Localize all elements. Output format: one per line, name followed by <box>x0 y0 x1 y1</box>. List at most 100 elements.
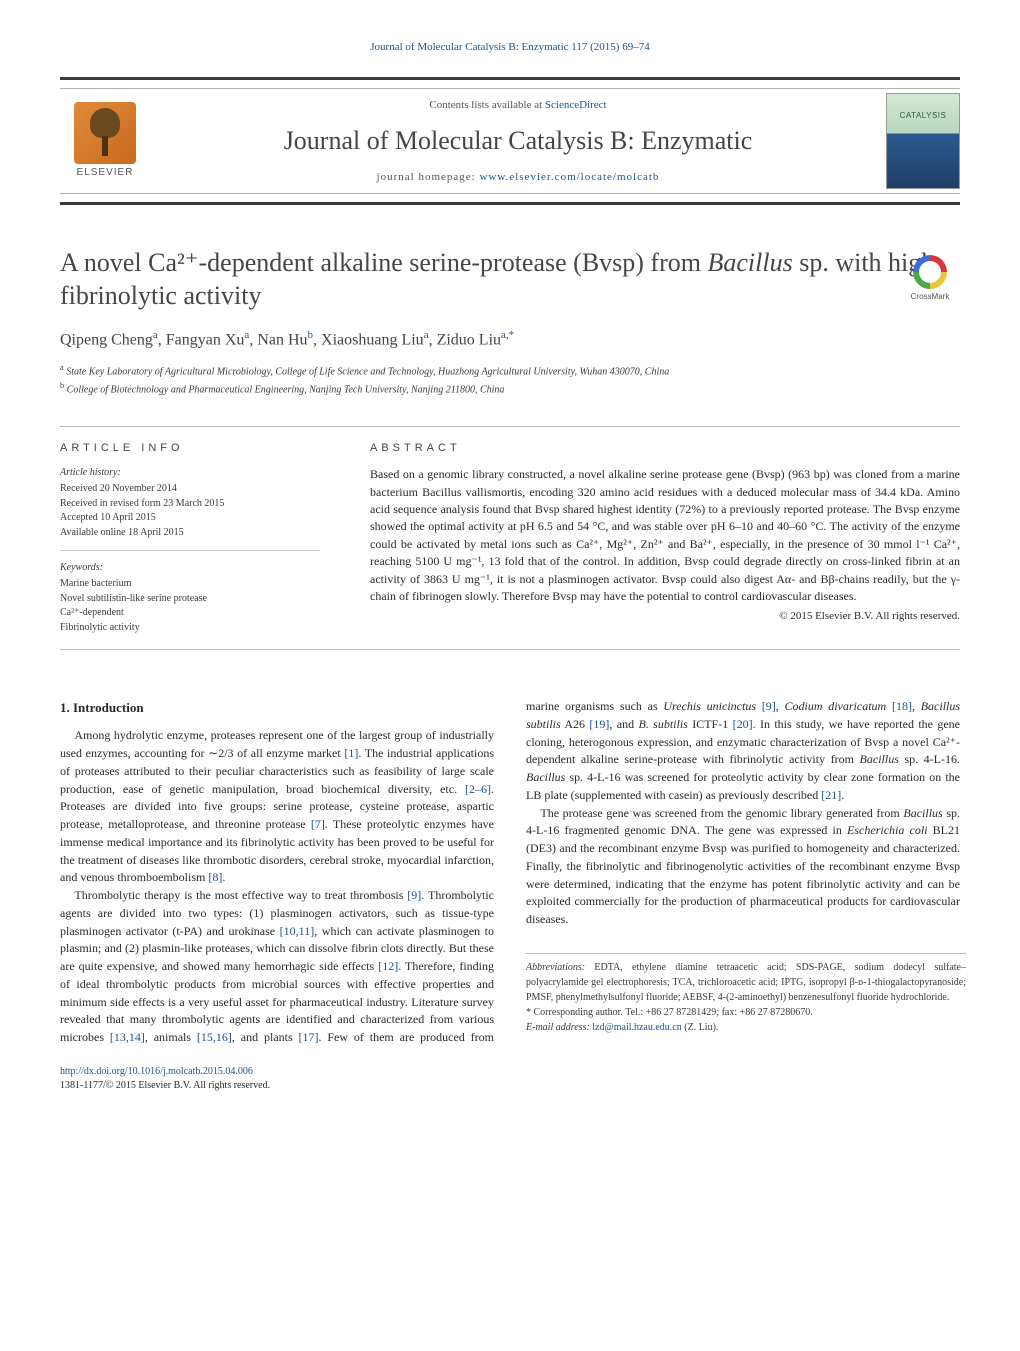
t: A26 <box>561 717 590 731</box>
article-title: A novel Ca²⁺-dependent alkaline serine-p… <box>60 247 960 312</box>
species: Codium divaricatum <box>784 699 886 713</box>
corresponding-email-link[interactable]: lzd@mail.hzau.edu.cn <box>592 1022 681 1033</box>
affiliation-a: State Key Laboratory of Agricultural Mic… <box>66 366 669 377</box>
intro-para-3: The protease gene was screened from the … <box>526 805 960 929</box>
ref-1[interactable]: [1] <box>344 746 358 760</box>
ref-8[interactable]: [8] <box>208 870 222 884</box>
t: . <box>222 870 225 884</box>
ref-12[interactable]: [12] <box>378 959 398 973</box>
journal-name: Journal of Molecular Catalysis B: Enzyma… <box>150 123 886 159</box>
doi-link[interactable]: http://dx.doi.org/10.1016/j.molcatb.2015… <box>60 1066 253 1077</box>
journal-header: ELSEVIER Contents lists available at Sci… <box>60 77 960 205</box>
genus: Bacillus <box>526 770 565 784</box>
genus: Bacillus <box>903 806 942 820</box>
t: , animals <box>145 1030 197 1044</box>
author-2-aff: a <box>244 329 249 341</box>
species: Urechis unicinctus <box>663 699 756 713</box>
history-online: Available online 18 April 2015 <box>60 526 320 541</box>
article-info-heading: article info <box>60 441 320 456</box>
ref-7[interactable]: [7] <box>311 817 325 831</box>
journal-citation-top: Journal of Molecular Catalysis B: Enzyma… <box>60 40 960 55</box>
article-info-sidebar: article info Article history: Received 2… <box>60 441 320 635</box>
elsevier-wordmark: ELSEVIER <box>77 166 134 180</box>
ref-9[interactable]: [9] <box>407 888 421 902</box>
issn-copyright: 1381-1177/© 2015 Elsevier B.V. All right… <box>60 1080 270 1091</box>
corresponding-label: * Corresponding author. <box>526 1007 625 1018</box>
abbrev-label: Abbreviations: <box>526 962 585 973</box>
t: , and <box>609 717 638 731</box>
author-2: Fangyan Xu <box>166 332 245 349</box>
author-4-aff: a <box>424 329 429 341</box>
ref-10-11[interactable]: [10,11] <box>280 924 315 938</box>
email-who: (Z. Liu). <box>682 1022 719 1033</box>
authors-line: Qipeng Chenga, Fangyan Xua, Nan Hub, Xia… <box>60 328 960 352</box>
author-5-aff: a,* <box>501 329 514 341</box>
species: Escherichia coli <box>847 823 927 837</box>
abstract-text: Based on a genomic library constructed, … <box>370 466 960 605</box>
t: sp. 4-L-16 was screened for proteolytic … <box>526 770 960 802</box>
email-label: E-mail address: <box>526 1022 592 1033</box>
t: , which can activate plasminogen <box>314 924 484 938</box>
history-label: Article history: <box>60 466 320 480</box>
ref-9b[interactable]: [9] <box>762 699 776 713</box>
intro-para-1: Among hydrolytic enzyme, proteases repre… <box>60 727 494 887</box>
affiliations: a State Key Laboratory of Agricultural M… <box>60 362 960 398</box>
crossmark-badge[interactable]: CrossMark <box>900 255 960 305</box>
author-1: Qipeng Cheng <box>60 332 153 349</box>
t: , <box>912 699 921 713</box>
affiliation-b: College of Biotechnology and Pharmaceuti… <box>67 384 505 395</box>
ref-20[interactable]: [20] <box>733 717 753 731</box>
genus: Bacillus <box>860 752 899 766</box>
corresponding-text: Tel.: +86 27 87281429; fax: +86 27 87280… <box>625 1007 813 1018</box>
title-genus: Bacillus <box>707 248 792 277</box>
author-4: Xiaoshuang Liu <box>321 332 424 349</box>
elsevier-logo: ELSEVIER <box>60 96 150 186</box>
author-3: Nan Hu <box>257 332 307 349</box>
journal-homepage-line: journal homepage: www.elsevier.com/locat… <box>150 170 886 185</box>
crossmark-icon <box>913 255 947 289</box>
keywords-label: Keywords: <box>60 561 320 575</box>
section-heading-intro: 1. Introduction <box>60 698 494 717</box>
history-revised: Received in revised form 23 March 2015 <box>60 497 320 512</box>
abstract-heading: abstract <box>370 441 960 456</box>
history-received: Received 20 November 2014 <box>60 482 320 497</box>
author-5: Ziduo Liu <box>437 332 501 349</box>
title-part1: A novel Ca²⁺-dependent alkaline serine-p… <box>60 248 707 277</box>
ref-15-16[interactable]: [15,16] <box>197 1030 232 1044</box>
t: The protease gene was screened from the … <box>540 806 903 820</box>
history-accepted: Accepted 10 April 2015 <box>60 511 320 526</box>
ref-19[interactable]: [19] <box>589 717 609 731</box>
ref-17[interactable]: [17] <box>299 1030 319 1044</box>
sciencedirect-link[interactable]: ScienceDirect <box>545 99 607 111</box>
t: ICTF-1 <box>688 717 733 731</box>
ref-18[interactable]: [18] <box>892 699 912 713</box>
author-3-aff: b <box>308 329 314 341</box>
keyword-1: Marine bacterium <box>60 577 320 592</box>
abstract-copyright: © 2015 Elsevier B.V. All rights reserved… <box>370 609 960 625</box>
ref-13-14[interactable]: [13,14] <box>110 1030 145 1044</box>
meta-divider <box>60 649 960 650</box>
t: BL21 (DE3) and the recombinant enzyme Bv… <box>526 823 960 926</box>
homepage-prefix: journal homepage: <box>377 171 480 183</box>
keyword-4: Fibrinolytic activity <box>60 621 320 636</box>
contents-prefix: Contents lists available at <box>429 99 544 111</box>
abstract-block: abstract Based on a genomic library cons… <box>370 441 960 635</box>
body-columns: 1. Introduction Among hydrolytic enzyme,… <box>60 698 960 1047</box>
journal-cover-thumbnail <box>886 93 960 189</box>
journal-homepage-link[interactable]: www.elsevier.com/locate/molcatb <box>479 171 659 183</box>
crossmark-label: CrossMark <box>911 291 950 302</box>
keyword-3: Ca²⁺-dependent <box>60 606 320 621</box>
keyword-2: Novel subtilistin-like serine protease <box>60 592 320 607</box>
t: , and plants <box>232 1030 299 1044</box>
species: B. subtilis <box>638 717 687 731</box>
ref-21[interactable]: [21] <box>821 788 841 802</box>
t: Thrombolytic therapy is the most effecti… <box>74 888 407 902</box>
footnotes: Abbreviations: EDTA, ethylene diamine te… <box>526 953 966 1035</box>
contents-available-line: Contents lists available at ScienceDirec… <box>150 98 886 113</box>
t: . <box>841 788 844 802</box>
doi-footer: http://dx.doi.org/10.1016/j.molcatb.2015… <box>60 1065 960 1094</box>
elsevier-tree-icon <box>74 102 136 164</box>
t: sp. 4-L-16. <box>899 752 960 766</box>
ref-2-6[interactable]: [2–6] <box>465 782 491 796</box>
author-1-aff: a <box>153 329 158 341</box>
